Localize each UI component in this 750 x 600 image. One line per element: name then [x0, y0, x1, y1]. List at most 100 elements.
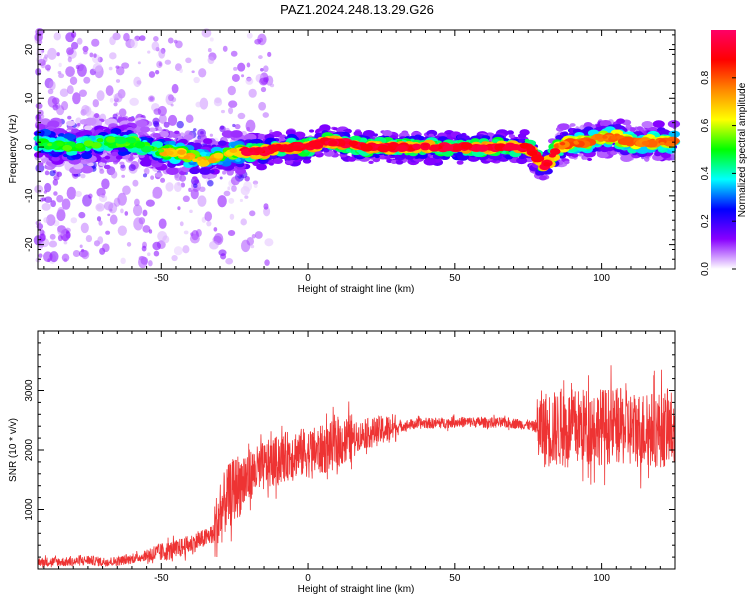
noise-blob — [176, 120, 184, 129]
noise-blob — [78, 89, 87, 97]
y-tick-label: -10 — [24, 188, 35, 203]
noise-blob — [109, 52, 117, 60]
ridge-cell — [91, 142, 102, 149]
noise-blob — [234, 123, 241, 130]
ridge-cell — [548, 153, 556, 158]
ridge-cell — [272, 131, 283, 138]
ridge-cell — [168, 140, 176, 146]
noise-blob — [57, 70, 62, 75]
ridge-cell — [504, 142, 516, 150]
noise-blob — [213, 98, 223, 107]
ridge-cell — [348, 140, 359, 147]
spectrogram-x-ticks: -50 0 50 100 — [43, 30, 676, 284]
noise-blob — [120, 257, 126, 265]
ridge-cell — [558, 145, 566, 150]
ridge-cell — [508, 134, 516, 139]
ridge-cell — [183, 134, 193, 141]
noise-blob — [185, 114, 194, 123]
ridge-cell — [98, 161, 106, 167]
colorbar-label: Normalized spectral amplitude — [737, 82, 748, 217]
noise-blob — [167, 114, 178, 126]
noise-blob — [249, 210, 256, 217]
noise-blob — [258, 55, 263, 60]
ridge-cell — [308, 129, 315, 133]
noise-blob — [120, 208, 124, 214]
ridge-cell — [207, 157, 217, 164]
noise-blob — [244, 195, 249, 199]
noise-blob — [76, 64, 87, 77]
noise-blob — [53, 191, 58, 196]
noise-blob — [48, 240, 58, 248]
ridge-cell — [506, 130, 514, 135]
ridge-cell — [382, 130, 393, 137]
noise-blob — [237, 112, 246, 120]
spectrogram-x-label: Height of straight line (km) — [298, 284, 415, 295]
noise-blob — [109, 214, 118, 225]
noise-blob — [59, 88, 69, 97]
noise-blob — [49, 233, 56, 240]
ridge-cell — [202, 138, 213, 145]
noise-blob — [147, 252, 151, 257]
noise-blob — [83, 76, 91, 84]
ridge-cell — [105, 136, 117, 143]
noise-blob — [156, 60, 163, 69]
y-tick-label: 2000 — [24, 438, 35, 461]
ridge-cell — [323, 148, 330, 153]
ridge-cell — [395, 159, 404, 165]
ridge-cell — [368, 160, 374, 165]
noise-blob — [263, 65, 269, 73]
ridge-cell — [135, 119, 148, 128]
ridge-cell — [148, 127, 156, 133]
ridge-cell — [668, 130, 680, 138]
ridge-cell — [667, 120, 681, 128]
noise-blob — [96, 204, 102, 210]
noise-blob — [96, 90, 105, 101]
spectrogram-y-label: Frequency (Hz) — [8, 115, 19, 184]
ridge-cell — [192, 176, 198, 180]
noise-blob — [228, 100, 238, 108]
noise-blob — [70, 41, 79, 50]
noise-blob — [152, 193, 157, 198]
noise-blob — [78, 211, 86, 219]
spectrogram-panel: -50 0 50 100 -20 -10 0 10 20 Height of straight… — [8, 27, 681, 295]
ridge-cell — [192, 142, 203, 150]
ridge-cell — [192, 158, 198, 162]
noise-blob — [207, 56, 215, 65]
noise-blob — [47, 95, 57, 108]
ridge-cell — [62, 144, 73, 152]
noise-blob — [185, 57, 192, 64]
colorbar-tick-label: 0.6 — [700, 118, 711, 132]
ridge-cell — [154, 172, 163, 178]
ridge-cell — [285, 145, 291, 149]
noise-blob — [67, 115, 72, 120]
x-tick-label: 0 — [305, 573, 311, 584]
noise-blob — [141, 245, 147, 252]
noise-blob — [260, 86, 267, 93]
noise-blob — [61, 101, 69, 111]
noise-blob — [65, 66, 75, 77]
noise-blob — [83, 50, 88, 55]
ridge-cell — [539, 175, 547, 181]
ridge-cell — [46, 166, 52, 170]
ridge-cell — [235, 167, 247, 175]
ridge-cell — [610, 135, 617, 140]
noise-blob — [188, 187, 192, 192]
colorbar-tick-label: 0.0 — [700, 262, 711, 276]
noise-blob — [41, 203, 51, 211]
noise-blob — [148, 260, 153, 267]
ridge-cell — [104, 155, 111, 160]
noise-blob — [232, 123, 236, 128]
ridge-cell — [183, 155, 190, 160]
noise-blob — [98, 220, 103, 226]
ridge-cell — [583, 121, 593, 128]
noise-blob — [644, 156, 650, 162]
noise-blob — [118, 108, 127, 117]
ridge-cell — [34, 130, 45, 137]
noise-blob — [113, 102, 118, 107]
noise-blob — [44, 196, 53, 203]
noise-blob — [56, 52, 60, 57]
noise-blob — [173, 246, 183, 256]
noise-blob — [75, 190, 82, 198]
noise-blob — [49, 170, 56, 177]
x-tick-label: -50 — [154, 573, 169, 584]
